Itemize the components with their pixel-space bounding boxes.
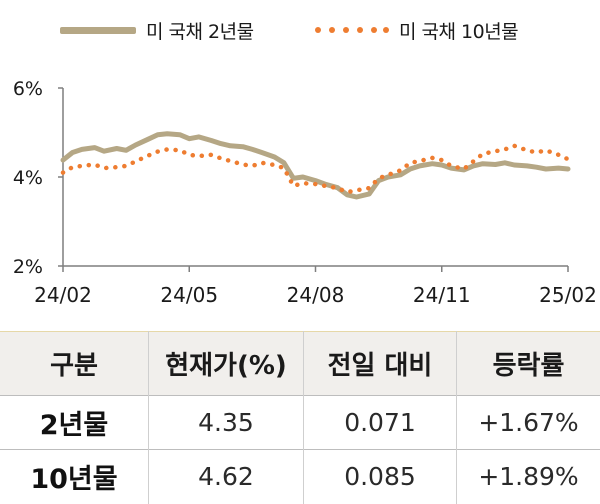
cell-price: 4.35 bbox=[148, 395, 304, 450]
table-header-row: 구분 현재가(%) 전일 대비 등락률 bbox=[0, 331, 600, 396]
legend-label-10y: 미 국채 10년물 bbox=[399, 20, 519, 43]
y-tick-label: 4% bbox=[13, 167, 43, 189]
cell-price: 4.62 bbox=[148, 449, 304, 504]
y-tick-label: 6% bbox=[13, 78, 43, 100]
legend-item-10y: 미 국채 10년물 bbox=[313, 14, 519, 46]
series-line-10y bbox=[60, 143, 571, 195]
header-rate: 등락률 bbox=[456, 331, 600, 396]
table-row: 10년물 4.62 0.085 +1.89% bbox=[0, 449, 600, 504]
yield-summary-table: 구분 현재가(%) 전일 대비 등락률 2년물 4.35 0.071 +1.67… bbox=[0, 331, 600, 504]
header-price: 현재가(%) bbox=[148, 331, 304, 396]
cell-rate: +1.89% bbox=[456, 449, 600, 504]
yield-line-chart: 6% 4% 2% 24/02 24/05 24/08 24/11 25/02 bbox=[13, 78, 597, 307]
x-tick-label: 24/05 bbox=[160, 283, 218, 307]
row-label: 2년물 bbox=[39, 410, 109, 441]
x-tick-label: 25/02 bbox=[539, 283, 597, 307]
legend-item-2y: 미 국채 2년물 bbox=[60, 14, 254, 46]
cell-change: 0.071 bbox=[303, 395, 457, 450]
header-category: 구분 bbox=[50, 351, 98, 381]
series-line-2y bbox=[60, 131, 571, 200]
legend-swatch-2y bbox=[60, 26, 136, 34]
x-tick-label: 24/02 bbox=[34, 283, 92, 307]
x-tick-label: 24/08 bbox=[287, 283, 345, 307]
row-label: 10년물 bbox=[30, 464, 118, 496]
x-tick-label: 24/11 bbox=[413, 283, 471, 307]
cell-change: 0.085 bbox=[303, 449, 457, 504]
header-change: 전일 대비 bbox=[303, 331, 457, 396]
chart-legend: 미 국채 2년물 미 국채 10년물 bbox=[0, 14, 600, 46]
cell-rate: +1.67% bbox=[456, 395, 600, 450]
legend-label-2y: 미 국채 2년물 bbox=[146, 20, 254, 43]
table-row: 2년물 4.35 0.071 +1.67% bbox=[0, 395, 600, 450]
legend-swatch-10y bbox=[313, 25, 389, 35]
y-tick-label: 2% bbox=[13, 256, 43, 278]
